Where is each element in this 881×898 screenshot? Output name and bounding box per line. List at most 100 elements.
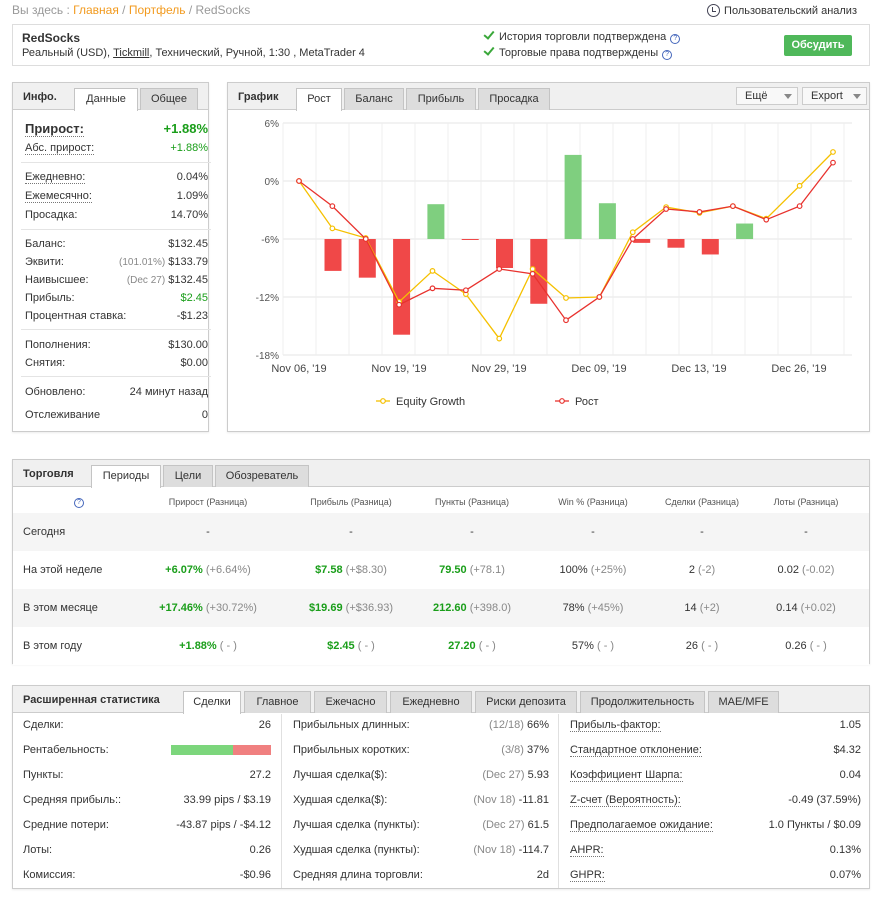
stat-value: 66% bbox=[526, 719, 549, 731]
tab-data[interactable]: Данные bbox=[74, 88, 138, 111]
help-icon[interactable]: ? bbox=[670, 34, 681, 44]
series-point bbox=[296, 178, 302, 184]
help-icon[interactable]: ? bbox=[74, 498, 84, 508]
export-dropdown[interactable]: Export bbox=[802, 87, 867, 105]
stat-value: -0.49 (37.59%) bbox=[788, 794, 861, 806]
custom-analysis-link[interactable]: Пользовательский анализ bbox=[707, 4, 857, 17]
profit-value: $2.45 bbox=[180, 292, 208, 304]
info-panel-title: Инфо. bbox=[23, 91, 57, 103]
stat-label: Средняя прибыль:: bbox=[23, 794, 122, 806]
stat-label[interactable]: GHPR: bbox=[570, 869, 605, 882]
tab-growth[interactable]: Рост bbox=[296, 88, 342, 111]
cell-value: - bbox=[804, 526, 808, 538]
updated-label: Обновлено: bbox=[25, 386, 86, 398]
cell-diff: ( - ) bbox=[596, 640, 615, 652]
updated-value: 24 минут назад bbox=[129, 386, 208, 398]
profitability-bar bbox=[171, 745, 271, 755]
cell-diff: (+398.0) bbox=[469, 602, 511, 614]
table-cell: +6.07% (+6.64%) bbox=[128, 564, 288, 576]
stat-value: -$0.96 bbox=[239, 869, 271, 881]
stat-value: 5.93 bbox=[527, 769, 549, 781]
cell-diff: (+30.72%) bbox=[205, 602, 257, 614]
stat-value: 37% bbox=[526, 744, 549, 756]
series-point bbox=[830, 149, 836, 155]
monthly-label: Ежемесячно: bbox=[25, 190, 92, 203]
tab-profit[interactable]: Прибыль bbox=[406, 88, 476, 110]
graph-panel-header: График Рост Баланс Прибыль Просадка Ещё … bbox=[228, 83, 869, 111]
growth-bar bbox=[324, 239, 342, 271]
cell-value: - bbox=[349, 526, 353, 538]
growth-bar bbox=[701, 239, 719, 255]
broker-link[interactable]: Tickmill bbox=[113, 47, 150, 59]
table-cell: 14 (+2) bbox=[622, 602, 782, 614]
column-header: Пункты (Разница) bbox=[435, 497, 509, 507]
stat-note: (Dec 27) bbox=[482, 769, 525, 781]
cell-value: 0.26 bbox=[785, 640, 807, 652]
series-point bbox=[796, 182, 803, 189]
cell-value: - bbox=[470, 526, 474, 538]
series-point bbox=[729, 203, 736, 210]
stat-label[interactable]: AHPR: bbox=[570, 844, 604, 857]
stat-value: -114.7 bbox=[518, 844, 549, 856]
growth-bar bbox=[461, 239, 479, 240]
column-header: Лоты (Разница) bbox=[773, 497, 839, 507]
tab-goals[interactable]: Цели bbox=[163, 465, 213, 487]
balance-label: Баланс: bbox=[25, 238, 66, 250]
stat-value: $4.32 bbox=[833, 744, 861, 756]
stat-label: Комиссия: bbox=[23, 869, 76, 881]
stat-label: Средняя длина торговли: bbox=[293, 869, 423, 881]
series-point bbox=[329, 203, 336, 210]
legend-marker bbox=[559, 398, 565, 404]
cell-value: 100% bbox=[559, 564, 588, 576]
tab-hourly[interactable]: Ежечасно bbox=[314, 691, 387, 713]
account-name: RedSocks bbox=[22, 31, 81, 45]
series-point bbox=[429, 285, 436, 292]
highest-value: $132.45 bbox=[168, 274, 208, 286]
withdrawals-value: $0.00 bbox=[180, 357, 208, 369]
verify-rights-text: Торговые права подтверждены bbox=[499, 47, 659, 59]
account-details: Реальный (USD), Tickmill, Технический, Р… bbox=[22, 47, 365, 59]
stat-label[interactable]: Предполагаемое ожидание: bbox=[570, 819, 713, 832]
tab-browser[interactable]: Обозреватель bbox=[215, 465, 309, 487]
series-point bbox=[596, 294, 603, 300]
equity-pct: (101.01%) bbox=[119, 257, 166, 268]
stats-panel-header: Расширенная статистика Сделки Главное Еж… bbox=[13, 686, 869, 714]
tab-daily[interactable]: Ежедневно bbox=[390, 691, 472, 713]
chevron-down-icon bbox=[784, 94, 792, 99]
stat-label[interactable]: Прибыль-фактор: bbox=[570, 719, 661, 732]
cell-value: +6.07% bbox=[165, 564, 203, 576]
tab-balance[interactable]: Баланс bbox=[344, 88, 404, 110]
tab-drawdown[interactable]: Просадка bbox=[478, 88, 550, 110]
stat-label[interactable]: Коэффициент Шарпа: bbox=[570, 769, 683, 782]
column-divider bbox=[281, 714, 282, 888]
cell-value: 212.60 bbox=[433, 602, 467, 614]
tab-main[interactable]: Главное bbox=[244, 691, 311, 713]
tab-trades[interactable]: Сделки bbox=[183, 691, 241, 714]
help-icon[interactable]: ? bbox=[662, 50, 673, 60]
more-dropdown[interactable]: Ещё bbox=[736, 87, 798, 105]
divider bbox=[21, 376, 211, 377]
tab-general[interactable]: Общее bbox=[140, 88, 198, 110]
stat-label[interactable]: Z-счет (Вероятность): bbox=[570, 794, 681, 807]
tab-mae-mfe[interactable]: MAE/MFE bbox=[708, 691, 779, 713]
tab-risk[interactable]: Риски депозита bbox=[475, 691, 577, 713]
cell-value: +1.88% bbox=[179, 640, 217, 652]
tab-periods[interactable]: Периоды bbox=[91, 465, 161, 488]
tab-duration[interactable]: Продолжительность bbox=[580, 691, 705, 713]
legend-label: Equity Growth bbox=[396, 396, 465, 408]
stat-label[interactable]: Стандартное отклонение: bbox=[570, 744, 702, 757]
row-label: Сегодня bbox=[23, 526, 66, 538]
breadcrumb-portfolio-link[interactable]: Портфель bbox=[128, 3, 186, 17]
series-point bbox=[563, 317, 569, 324]
breadcrumb-current: RedSocks bbox=[195, 3, 251, 17]
equity-label: Эквити: bbox=[25, 256, 64, 268]
cell-diff: (+45%) bbox=[587, 602, 624, 614]
x-tick-label: Dec 26, '19 bbox=[771, 363, 826, 375]
verify-rights: Торговые права подтверждены? bbox=[484, 47, 673, 60]
stats-panel: Расширенная статистика Сделки Главное Еж… bbox=[12, 685, 870, 889]
series-point bbox=[496, 266, 503, 272]
breadcrumb-home-link[interactable]: Главная bbox=[73, 3, 119, 17]
series-point bbox=[396, 301, 403, 308]
discuss-button[interactable]: Обсудить bbox=[784, 35, 852, 56]
column-header: Прибыль (Разница) bbox=[310, 497, 392, 507]
